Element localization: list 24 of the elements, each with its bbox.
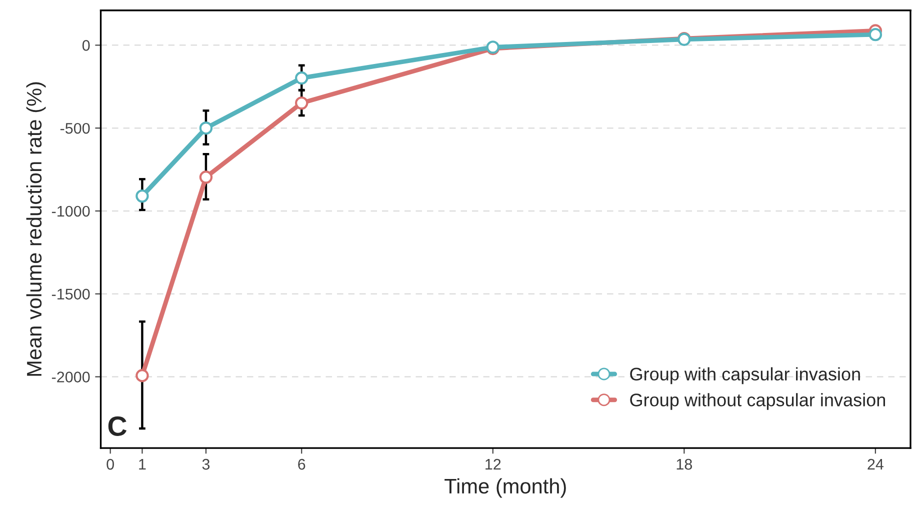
legend-label: Group without capsular invasion [630,393,885,410]
x-tick-label: 18 [676,458,692,470]
x-tick-label: 12 [486,458,501,470]
point [295,71,308,85]
y-tick-label: -500 [60,122,90,134]
point [136,369,149,382]
x-tick-label: 1 [139,459,146,470]
y-tick-label: -1000 [52,206,90,217]
x-tick-label: 3 [202,458,210,470]
point [136,189,149,203]
point [199,170,213,184]
x-tick-label: 24 [868,458,884,470]
y-tick-label: 0 [82,40,90,51]
point [199,121,213,135]
y-tick-label: -2000 [52,372,90,382]
y-axis-title: Mean volume reduction rate (%) [26,82,46,376]
x-tick-label: 6 [298,458,306,470]
point [295,96,308,110]
x-tick-label: 0 [106,458,114,470]
legend-label: Group with capsular invasion [630,367,860,384]
x-axis-title: Time (month) [444,478,566,498]
annotation: C [108,416,127,436]
point [868,28,882,42]
y-tick-label: -1500 [52,288,90,300]
